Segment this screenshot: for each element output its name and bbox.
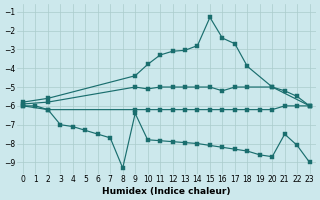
X-axis label: Humidex (Indice chaleur): Humidex (Indice chaleur): [102, 187, 231, 196]
